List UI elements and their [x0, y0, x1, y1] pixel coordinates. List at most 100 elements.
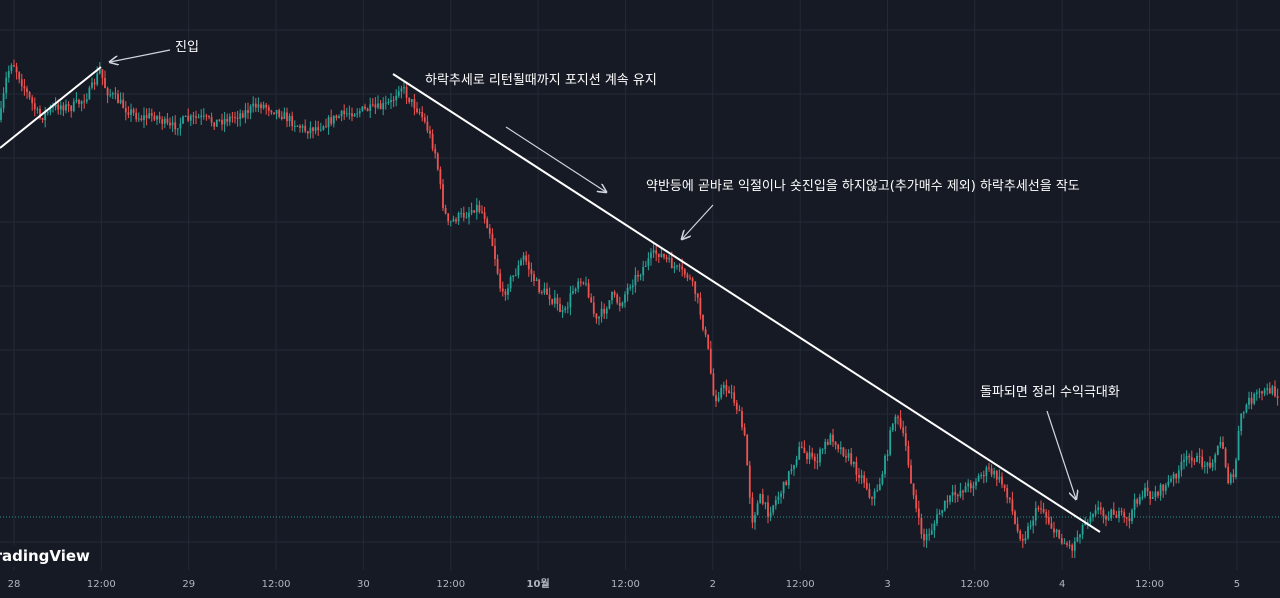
candle [124, 101, 127, 121]
candle [954, 484, 957, 503]
candle-body [1008, 497, 1011, 500]
candle [1188, 453, 1191, 464]
candle-body [1110, 509, 1113, 519]
candle-body [1079, 534, 1081, 538]
candle-body [7, 71, 10, 78]
candle-body [501, 288, 504, 292]
candle-body [470, 210, 473, 213]
x-tick-label: 12:00 [436, 579, 465, 590]
candle-body [265, 104, 268, 108]
candle [171, 116, 174, 132]
candle [821, 448, 824, 455]
candle [236, 110, 239, 127]
candle-body [683, 269, 686, 275]
candle [228, 113, 231, 126]
candle-body [1209, 462, 1211, 468]
candle-body [176, 128, 179, 130]
candle [273, 112, 275, 115]
candle [114, 87, 117, 100]
candle [624, 291, 626, 308]
candle [1201, 449, 1204, 470]
candle-body [312, 127, 314, 131]
candle-body [858, 474, 860, 478]
candle-body [296, 125, 299, 127]
candle-body [1073, 541, 1076, 551]
candle-body [231, 116, 234, 118]
candle [863, 471, 866, 488]
candle [140, 115, 143, 122]
candle-body [670, 258, 673, 269]
candle-body [197, 117, 200, 119]
candle [956, 493, 959, 503]
candle [618, 296, 621, 312]
candle [551, 298, 554, 306]
candle-body [886, 454, 889, 456]
candle-body [1063, 543, 1066, 545]
candle-body [943, 500, 946, 511]
candle-body [62, 105, 65, 111]
candle [647, 252, 650, 271]
candle [176, 128, 179, 136]
candle [319, 122, 322, 132]
candle [1066, 541, 1068, 548]
candle-body [681, 266, 684, 270]
candle [335, 114, 338, 121]
candle-body [1112, 509, 1115, 515]
candle [306, 130, 309, 139]
candle-body [101, 69, 104, 78]
candle-body [722, 384, 725, 389]
candle [1136, 497, 1139, 508]
candle [1253, 392, 1256, 406]
candle-body [803, 447, 806, 454]
candle-body [907, 445, 910, 466]
x-tick-label: 12:00 [611, 579, 640, 590]
candle-body [475, 204, 478, 213]
candle-body [1157, 491, 1159, 496]
candle-body [712, 373, 715, 396]
candle-body [977, 475, 980, 482]
candle-body [416, 108, 418, 113]
candle-body [494, 245, 496, 260]
candle-body [969, 483, 972, 489]
candle-body [595, 313, 598, 319]
candle [720, 384, 723, 400]
candle [345, 107, 348, 118]
candle-body [10, 65, 13, 72]
candle-body [252, 103, 255, 107]
candle [629, 284, 632, 291]
candle-body [348, 113, 351, 115]
candle [275, 109, 278, 120]
candle [673, 261, 676, 274]
candle [826, 439, 829, 446]
candle-body [717, 397, 720, 402]
candle-body [400, 88, 403, 92]
candle-body [249, 106, 252, 113]
candle [1001, 472, 1003, 489]
candle [483, 206, 486, 224]
candle-body [587, 283, 590, 298]
downtrend-line[interactable] [392, 73, 1101, 533]
candle-body [720, 388, 723, 398]
candle-body [709, 348, 712, 374]
candle-body [1255, 392, 1258, 395]
candle-body [512, 275, 515, 278]
candle-body [299, 125, 301, 128]
entry-uptrend-line[interactable] [0, 66, 102, 149]
candle-body [514, 275, 517, 277]
candle [722, 381, 725, 395]
candle-body [730, 392, 733, 394]
candle-body [967, 483, 970, 487]
candle-body [405, 87, 408, 98]
candle-body [442, 184, 444, 208]
candle [910, 459, 912, 484]
candle [806, 451, 808, 464]
candle-body [434, 148, 437, 154]
candle-body [351, 113, 353, 117]
candle [1081, 523, 1084, 540]
candle [540, 290, 543, 295]
candle [608, 300, 611, 310]
candle-body [1125, 517, 1128, 519]
candle [278, 108, 281, 119]
